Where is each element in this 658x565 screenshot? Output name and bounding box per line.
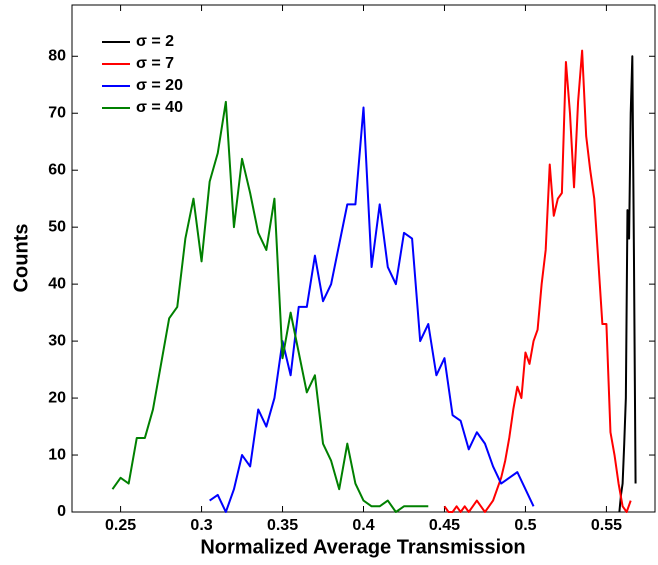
y-tick-label: 70 <box>48 104 66 121</box>
x-tick-label: 0.35 <box>267 517 298 534</box>
x-tick-label: 0.4 <box>352 517 374 534</box>
x-tick-label: 0.5 <box>514 517 536 534</box>
x-tick-label: 0.55 <box>591 517 622 534</box>
y-tick-label: 50 <box>48 218 66 235</box>
legend-label: σ = 40 <box>136 99 183 116</box>
series-line <box>111 100 429 513</box>
y-tick-label: 60 <box>48 161 66 178</box>
y-axis-title: Counts <box>10 224 32 293</box>
y-tick-label: 0 <box>57 503 66 520</box>
y-tick-label: 20 <box>48 389 66 406</box>
y-tick-label: 80 <box>48 47 66 64</box>
legend-label: σ = 7 <box>136 55 174 72</box>
series-line <box>209 106 535 513</box>
series-line <box>618 55 637 513</box>
legend-label: σ = 2 <box>136 33 174 50</box>
series-line <box>443 49 632 513</box>
x-tick-label: 0.45 <box>429 517 460 534</box>
x-tick-label: 0.25 <box>105 517 136 534</box>
y-tick-label: 40 <box>48 275 66 292</box>
y-tick-label: 30 <box>48 332 66 349</box>
x-axis-title: Normalized Average Transmission <box>200 536 525 558</box>
legend-label: σ = 20 <box>136 77 183 94</box>
y-tick-label: 10 <box>48 446 66 463</box>
x-tick-label: 0.3 <box>190 517 212 534</box>
